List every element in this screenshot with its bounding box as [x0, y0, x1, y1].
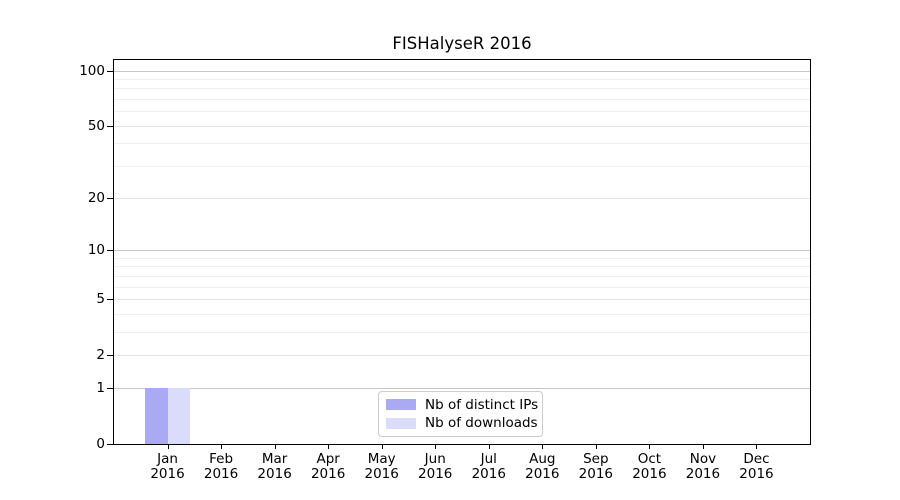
x-tick-month: Feb: [209, 451, 234, 467]
gridline-major: [114, 125, 810, 127]
gridline-minor: [114, 166, 810, 168]
x-tick-year: 2016: [150, 466, 185, 482]
gridline-minor: [114, 88, 810, 90]
gridline-minor: [114, 331, 810, 333]
gridline-major: [114, 197, 810, 199]
x-tick-mark: [381, 445, 383, 449]
x-tick-label: Mar 2016: [247, 452, 303, 482]
legend-swatch-downloads: [386, 417, 416, 429]
y-tick-label: 10: [87, 241, 105, 258]
legend-swatch-distinct-ips: [386, 399, 416, 411]
x-tick-label: Nov 2016: [675, 452, 731, 482]
x-tick-month: Apr: [316, 451, 340, 467]
y-tick-label: 5: [96, 290, 105, 307]
x-tick-month: May: [367, 451, 396, 467]
gridline-minor: [114, 275, 810, 277]
x-tick-month: Dec: [743, 451, 770, 467]
x-tick-month: Aug: [529, 451, 556, 467]
x-tick-year: 2016: [203, 466, 239, 482]
gridline-minor: [114, 143, 810, 145]
x-tick-year: 2016: [578, 466, 614, 482]
legend-item-downloads: Nb of downloads: [386, 415, 538, 431]
x-tick-month: Jun: [424, 451, 446, 467]
x-tick-label: Feb 2016: [193, 452, 249, 482]
y-tick-mark: [107, 249, 113, 251]
x-tick-mark: [756, 445, 758, 449]
x-tick-label: Dec 2016: [728, 452, 784, 482]
y-tick-mark: [107, 125, 113, 127]
x-tick-label: Oct 2016: [621, 452, 677, 482]
gridline-minor: [114, 257, 810, 259]
x-tick-mark: [702, 445, 704, 449]
x-tick-year: 2016: [310, 466, 346, 482]
y-tick-mark: [107, 444, 113, 445]
x-tick-month: Nov: [689, 451, 717, 467]
bar-downloads: [167, 387, 191, 444]
x-tick-label: Sep 2016: [568, 452, 624, 482]
x-tick-year: 2016: [739, 466, 774, 482]
gridline-minor: [114, 266, 810, 268]
gridline-major: [114, 249, 810, 251]
x-tick-month: Sep: [583, 451, 609, 467]
x-tick-mark: [542, 445, 544, 449]
gridline-major: [114, 70, 810, 72]
y-tick-label: 0: [96, 436, 105, 452]
gridline-major: [114, 298, 810, 300]
x-tick-year: 2016: [471, 466, 506, 482]
y-tick-mark: [107, 298, 113, 300]
x-tick-label: Jul 2016: [461, 452, 517, 482]
x-tick-label: May 2016: [354, 452, 410, 482]
gridline-minor: [114, 78, 810, 80]
x-tick-year: 2016: [364, 466, 399, 482]
x-tick-year: 2016: [525, 466, 560, 482]
x-tick-mark: [221, 445, 223, 449]
y-tick-label: 2: [96, 347, 105, 364]
chart-title: FISHalyseR 2016: [392, 34, 532, 53]
y-tick-label: 20: [87, 189, 105, 206]
x-tick-mark: [274, 445, 276, 449]
x-tick-label: Jun 2016: [407, 452, 463, 482]
x-tick-year: 2016: [418, 466, 453, 482]
y-tick-mark: [107, 70, 113, 72]
x-tick-mark: [167, 445, 169, 449]
x-tick-label: Aug 2016: [514, 452, 570, 482]
gridline-major: [114, 355, 810, 357]
x-tick-mark: [435, 445, 437, 449]
y-tick-label: 1: [96, 379, 105, 396]
y-tick-label: 100: [79, 62, 105, 79]
gridline-major: [114, 387, 810, 389]
legend-item-distinct-ips: Nb of distinct IPs: [386, 397, 538, 413]
legend: Nb of distinct IPs Nb of downloads: [378, 391, 543, 437]
x-tick-month: Oct: [637, 451, 662, 467]
gridline-minor: [114, 111, 810, 113]
x-tick-year: 2016: [632, 466, 667, 482]
x-tick-month: Jan: [157, 451, 178, 467]
plot-area: [113, 59, 811, 445]
x-tick-label: Jan 2016: [140, 452, 196, 482]
y-tick-label: 50: [87, 117, 105, 134]
x-tick-mark: [595, 445, 597, 449]
legend-label-distinct-ips: Nb of distinct IPs: [425, 396, 539, 413]
x-tick-month: Jul: [480, 451, 497, 467]
gridline-minor: [114, 99, 810, 101]
x-tick-month: Mar: [261, 451, 288, 467]
y-tick-mark: [107, 387, 113, 389]
gridline-minor: [114, 313, 810, 315]
x-tick-mark: [488, 445, 490, 449]
x-tick-year: 2016: [257, 466, 292, 482]
x-tick-label: Apr 2016: [300, 452, 356, 482]
y-tick-mark: [107, 197, 113, 199]
x-tick-mark: [649, 445, 651, 449]
x-tick-year: 2016: [685, 466, 721, 482]
y-tick-mark: [107, 355, 113, 357]
legend-label-downloads: Nb of downloads: [425, 415, 538, 432]
x-tick-mark: [328, 445, 330, 449]
bar-distinct-ips: [145, 387, 168, 444]
gridline-minor: [114, 286, 810, 288]
